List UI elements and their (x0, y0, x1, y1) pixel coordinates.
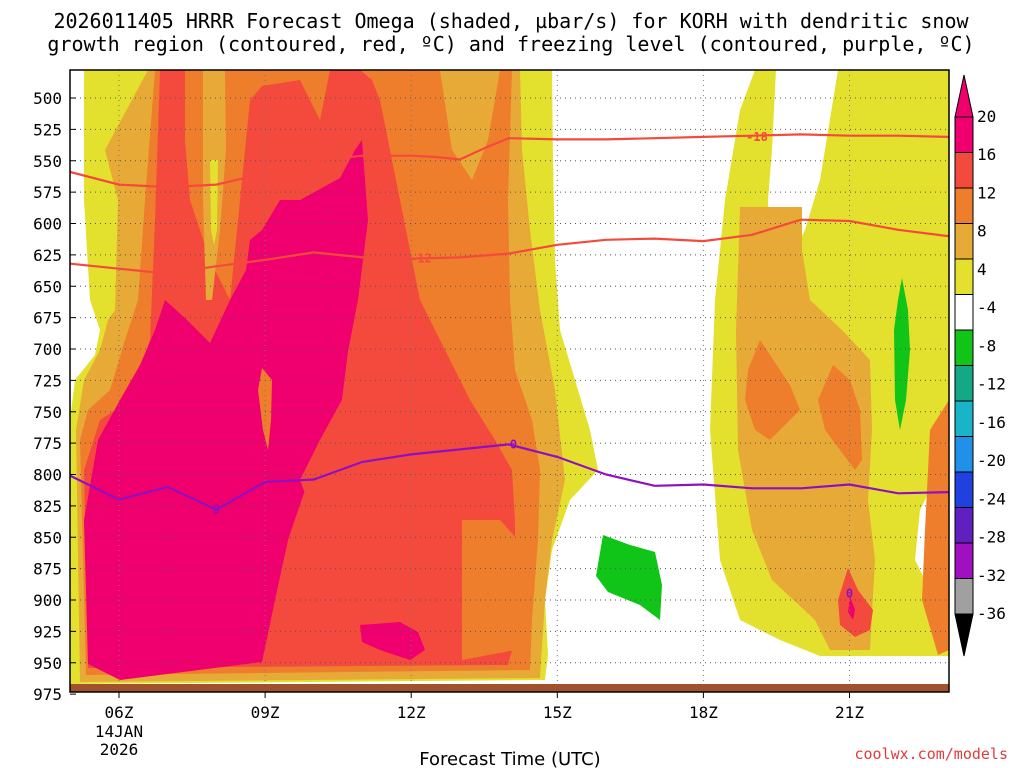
omega-band-orange-right-3 (922, 400, 949, 655)
omega-band-magenta-right (848, 596, 855, 620)
colorbar-label: -32 (977, 566, 1006, 585)
omega-band-orange-right (745, 340, 800, 440)
y-tick-label: 575 (33, 183, 62, 202)
y-tick-label: 750 (33, 403, 62, 422)
omega-band-magenta-lower (360, 622, 425, 660)
y-tick-label: 800 (33, 466, 62, 485)
y-axis: 500 525 550 575 600 625 650 675 700 725 750 775 800 8… (33, 89, 76, 704)
colorbar-swatch (954, 542, 974, 579)
colorbar-swatch (954, 187, 974, 224)
y-tick-label: 725 (33, 371, 62, 390)
colorbar-label: -36 (977, 604, 1006, 623)
y-tick-label: 925 (33, 622, 62, 641)
contour-dgz-upper (70, 133, 949, 189)
y-tick-label: 550 (33, 152, 62, 171)
colorbar-label: 8 (977, 222, 987, 241)
chart-title-line-2: growth region (contoured, red, ºC) and f… (47, 32, 974, 56)
colorbar-under-triangle (954, 613, 974, 657)
colorbar-swatch (954, 471, 974, 508)
colorbar-swatch (954, 294, 974, 331)
colorbar-label: 16 (977, 145, 996, 164)
colorbar-label: -12 (977, 375, 1006, 394)
y-tick-label: 650 (33, 277, 62, 296)
colorbar-label: -28 (977, 528, 1006, 547)
colorbar-swatch (954, 223, 974, 260)
y-tick-label: 675 (33, 309, 62, 328)
x-tick-year: 2026 (100, 740, 139, 759)
contour-dgz-lower (70, 218, 949, 275)
colorbar-swatch (954, 578, 974, 615)
colorbar-label: 4 (977, 260, 987, 279)
x-tick-label: 15Z (543, 703, 572, 722)
colorbar-label: -20 (977, 451, 1006, 470)
omega-band-magenta-core (84, 140, 368, 680)
omega-band-orange-lower (462, 520, 520, 660)
surface-terrain-strip (70, 684, 949, 692)
x-axis-label: Forecast Time (UTC) (419, 749, 600, 768)
contour-lines: -18 -12 0 0 0 (70, 130, 949, 601)
colorbar-swatch (954, 365, 974, 402)
colorbar-label: 20 (977, 107, 996, 126)
x-tick-label: 18Z (689, 703, 718, 722)
colorbar-swatch (954, 507, 974, 544)
colorbar-label: -24 (977, 489, 1006, 508)
y-tick-label: 525 (33, 120, 62, 139)
y-tick-label: 900 (33, 591, 62, 610)
colorbar-label: -4 (977, 298, 996, 317)
colorbar-over-triangle (954, 74, 974, 118)
y-tick-label: 625 (33, 246, 62, 265)
contour-label: 0 (846, 587, 853, 601)
colorbar-swatch (954, 436, 974, 473)
omega-band-orange-right-2 (818, 365, 862, 470)
colorbar-label: 12 (977, 183, 996, 202)
colorbar-swatch (954, 400, 974, 437)
omega-band-red-right (838, 568, 873, 637)
contour-label: -18 (746, 130, 768, 144)
colorbar: 20 16 12 8 4 -4 -8 -12 -16 -20 -24 -28 -32 -36 (954, 74, 1006, 657)
omega-band-green-right (894, 278, 910, 430)
grid-lines (70, 70, 949, 692)
omega-band-yellow-intrusion (210, 160, 218, 245)
x-tick-label: 06Z (105, 703, 134, 722)
plot-area: -18 -12 0 0 0 (70, 70, 949, 692)
chart-title-line-1: 2026011405 HRRR Forecast Omega (shaded, … (53, 9, 969, 33)
y-tick-label: 775 (33, 434, 62, 453)
x-tick-label: 21Z (835, 703, 864, 722)
y-tick-label: 950 (33, 654, 62, 673)
x-tick-label: 12Z (397, 703, 426, 722)
y-tick-label: 600 (33, 215, 62, 234)
x-tick-date: 14JAN (95, 722, 143, 741)
colorbar-swatch (954, 329, 974, 366)
y-tick-label: 975 (33, 685, 62, 704)
credit-text: coolwx.com/models (854, 745, 1008, 763)
y-tick-label: 850 (33, 528, 62, 547)
contour-label: 0 (213, 503, 220, 517)
y-tick-label: 875 (33, 560, 62, 579)
colorbar-label: -16 (977, 413, 1006, 432)
plot-frame (69, 69, 950, 693)
omega-band-orange-hole (258, 368, 272, 450)
colorbar-swatch (954, 152, 974, 189)
colorbar-label: -8 (977, 336, 996, 355)
colorbar-swatch (954, 258, 974, 295)
contour-freezing-level (70, 443, 949, 511)
x-tick-label: 09Z (251, 703, 280, 722)
y-tick-label: 700 (33, 340, 62, 359)
y-tick-label: 825 (33, 497, 62, 516)
omega-band-green-center (596, 535, 662, 620)
contour-label: -12 (410, 252, 432, 266)
contour-label: 0 (510, 437, 517, 451)
y-tick-label: 500 (33, 89, 62, 108)
colorbar-swatch (954, 116, 974, 153)
